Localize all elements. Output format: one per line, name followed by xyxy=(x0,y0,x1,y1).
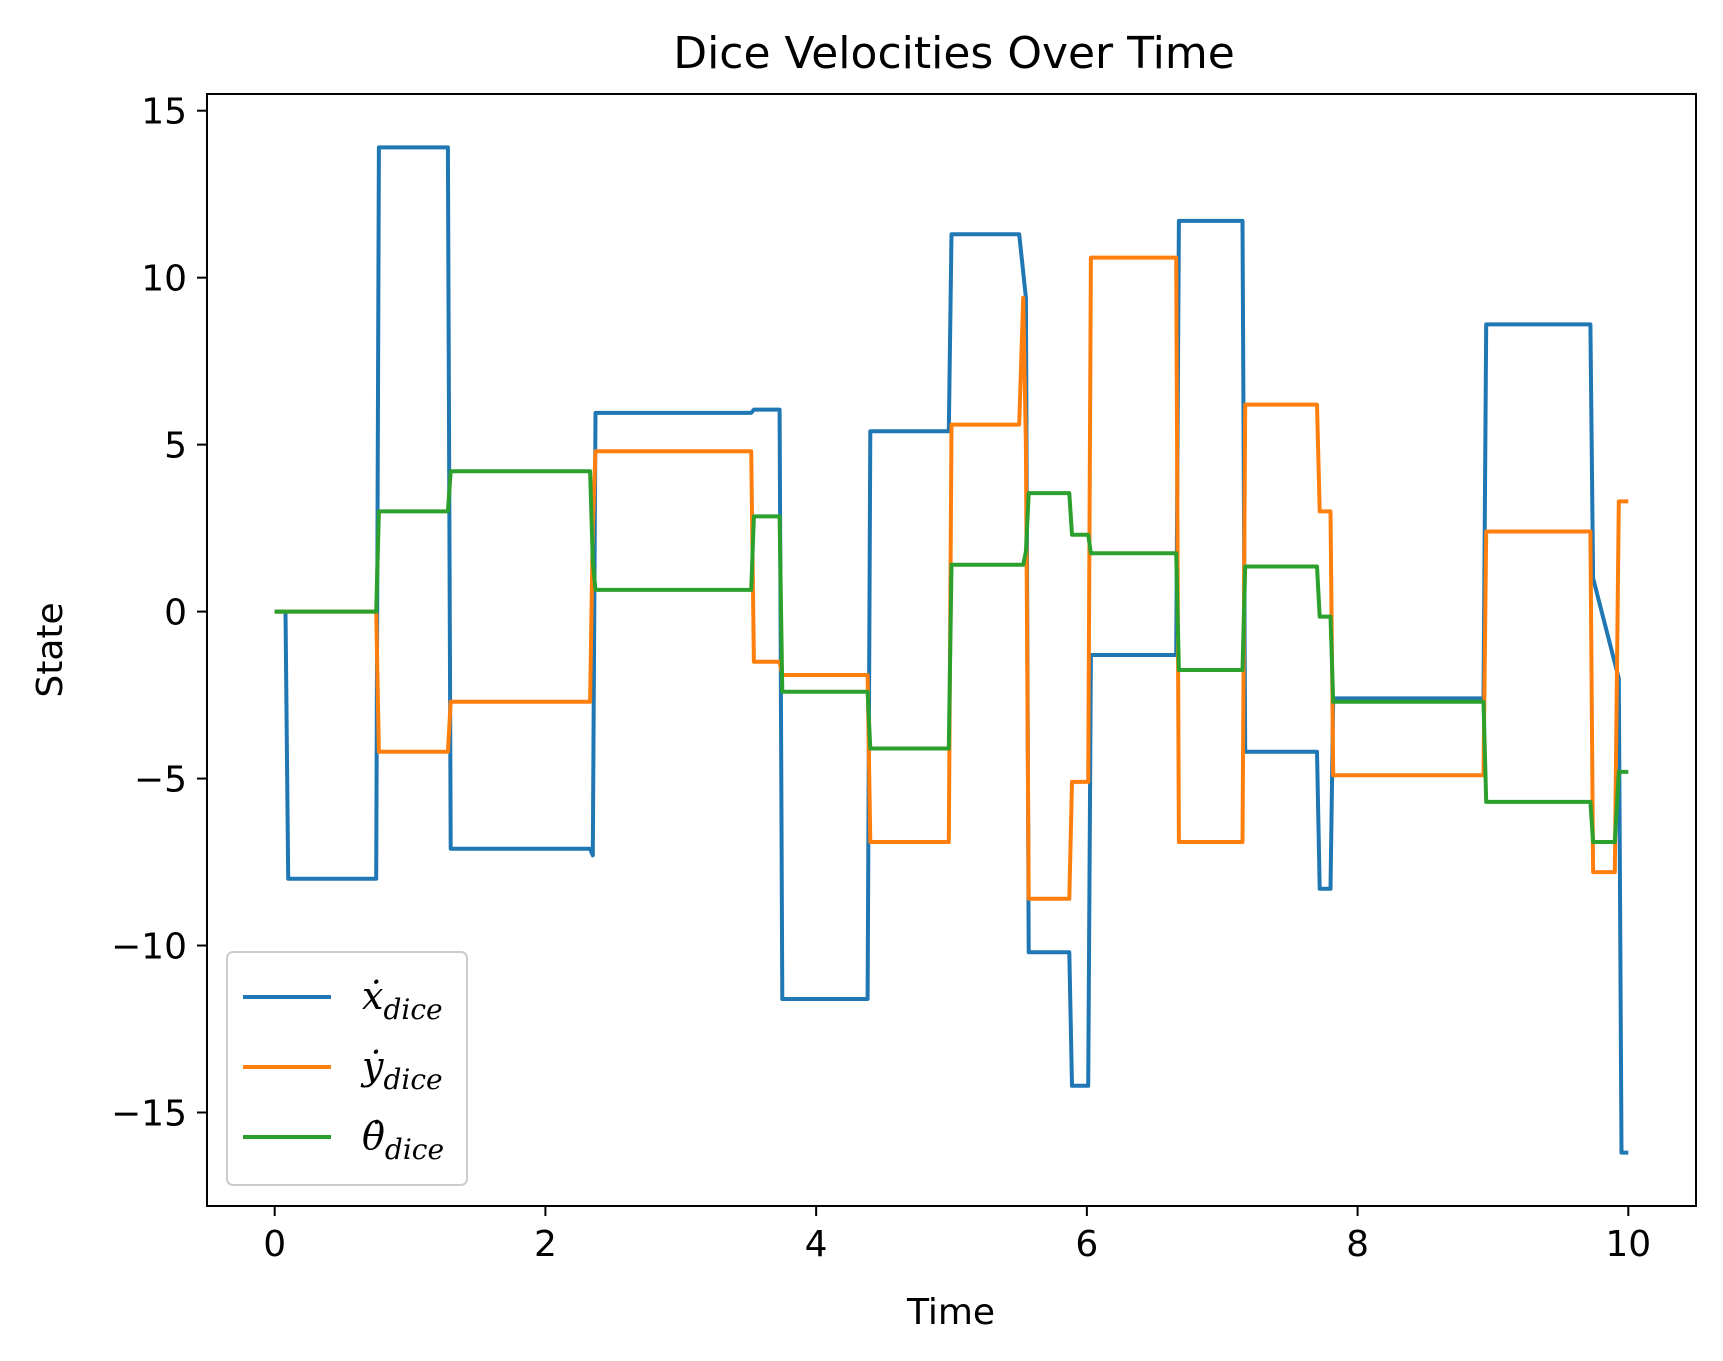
x-axis-label: Time xyxy=(906,1292,995,1333)
legend-label-0: ẋdice xyxy=(362,974,443,1026)
y-tick-label: 0 xyxy=(164,593,187,634)
series-layer xyxy=(274,145,1629,1155)
y-axis: 15 10 5 0 −5 −10 −15 xyxy=(111,92,207,1134)
y-tick-label: −15 xyxy=(111,1093,187,1134)
legend-label-1: ẏdice xyxy=(360,1044,443,1096)
x-tick-label: 8 xyxy=(1346,1224,1369,1265)
x-tick-label: 2 xyxy=(534,1224,557,1265)
y-tick-label: 5 xyxy=(164,426,187,467)
series-line-2 xyxy=(274,469,1629,844)
x-tick-label: 10 xyxy=(1605,1224,1651,1265)
plot-frame xyxy=(206,93,1697,1207)
y-axis-label: State xyxy=(30,602,71,697)
chart-title: Dice Velocities Over Time xyxy=(673,28,1235,79)
legend-box xyxy=(226,951,468,1186)
legend-label-2: θ̇dice xyxy=(362,1114,444,1166)
x-tick-label: 0 xyxy=(263,1224,286,1265)
x-axis: 0 2 4 6 8 10 xyxy=(263,1206,1651,1265)
legend: ẋdice ẏdice θ̇dice xyxy=(226,951,468,1186)
series-line-1 xyxy=(274,255,1629,901)
x-tick-label: 4 xyxy=(805,1224,828,1265)
y-tick-label: −10 xyxy=(111,927,187,968)
y-tick-label: −5 xyxy=(134,760,187,801)
x-tick-label: 6 xyxy=(1075,1224,1098,1265)
y-tick-label: 15 xyxy=(141,92,187,133)
y-tick-label: 10 xyxy=(141,259,187,300)
